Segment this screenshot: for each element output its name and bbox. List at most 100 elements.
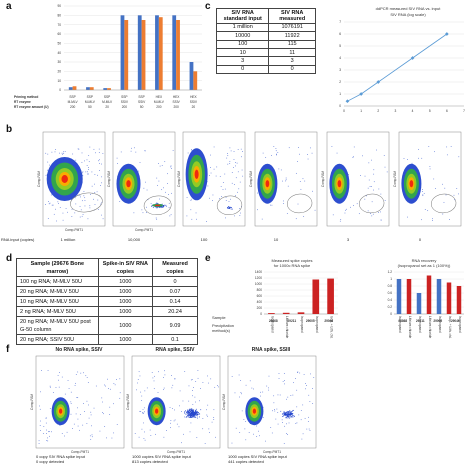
event-dot	[88, 417, 90, 419]
event-dot	[57, 201, 59, 203]
panel-a-category-rows: SSPM-MLV200SSPM-MLV50SSPM-MLV20SSPSSIV20…	[14, 95, 198, 109]
event-dot	[290, 415, 292, 417]
event-dot	[286, 423, 287, 425]
event-dot	[91, 171, 93, 173]
event-dot	[88, 155, 90, 156]
event-dot	[164, 204, 166, 206]
event-dot	[191, 415, 193, 417]
event-dot	[262, 152, 264, 154]
table-row: 20 ng RNA; M-MLV 50U 1000 0.07	[16, 286, 198, 297]
event-dot	[70, 401, 72, 403]
event-dot	[278, 168, 280, 170]
event-dot	[261, 218, 263, 220]
event-dot	[289, 413, 291, 415]
event-dot	[292, 414, 294, 416]
event-dot	[380, 211, 381, 213]
event-dot	[193, 414, 194, 416]
event-dot	[55, 149, 57, 150]
panel-f-caption-2-line2: 441 copies detected	[228, 459, 264, 464]
event-dot	[46, 417, 47, 419]
y-tick-label: 800	[257, 288, 263, 292]
event-dot	[458, 193, 459, 195]
event-dot	[287, 413, 288, 415]
event-dot	[86, 423, 88, 424]
event-dot	[46, 440, 48, 441]
event-dot	[184, 412, 186, 414]
event-dot	[280, 410, 282, 412]
event-dot	[174, 419, 176, 421]
event-dot	[137, 382, 138, 384]
event-dot	[373, 181, 375, 183]
event-dot	[71, 208, 73, 210]
y-tick-label: 30	[57, 60, 61, 64]
event-dot	[234, 215, 235, 217]
panel-e-right-chart: 0 0.2 0.4 0.6 0.8 1 1.2 Isopropanol Lithium chlo…	[388, 270, 464, 339]
event-dot	[192, 412, 194, 414]
event-dot	[308, 394, 310, 396]
event-dot	[116, 379, 117, 380]
event-dot	[286, 213, 288, 214]
event-dot	[190, 415, 192, 417]
event-dot	[114, 384, 116, 386]
x-tick-label: 2	[377, 109, 379, 113]
method-label: Isopropanol	[438, 316, 442, 333]
event-dot	[427, 210, 429, 212]
event-dot	[88, 161, 90, 163]
event-dot	[47, 440, 49, 442]
category-amount-label: 200	[173, 105, 179, 109]
event-dot	[289, 415, 291, 417]
event-dot	[48, 203, 50, 205]
event-dot	[219, 175, 221, 177]
event-dot	[384, 166, 386, 168]
event-dot	[78, 148, 80, 150]
event-dot	[207, 404, 209, 406]
event-dot	[191, 411, 193, 413]
event-dot	[444, 187, 446, 189]
event-dot	[296, 389, 298, 391]
event-dot	[275, 150, 277, 152]
y-axis-label: Comp-FAM	[107, 171, 111, 187]
event-dot	[113, 432, 115, 434]
event-dot	[229, 160, 231, 162]
event-dot	[434, 151, 436, 153]
event-dot	[286, 414, 288, 416]
table-c-header-input: SIV RNA standard input	[215, 8, 270, 24]
event-dot	[202, 428, 204, 430]
event-dot	[61, 433, 63, 434]
sample-label: 29046	[324, 319, 333, 323]
event-dot	[227, 206, 229, 208]
event-dot	[96, 191, 98, 193]
event-dot	[187, 411, 189, 413]
table-row: 20 ng RNA; SSIV 50U 1000 0.1	[16, 334, 198, 345]
event-dot	[194, 415, 195, 417]
event-dot	[170, 420, 172, 421]
bar	[456, 286, 462, 314]
event-dot	[262, 391, 264, 393]
event-dot	[163, 387, 165, 389]
event-dot	[53, 213, 55, 215]
event-dot	[421, 157, 423, 159]
event-dot	[75, 413, 77, 415]
event-dot	[88, 404, 89, 406]
event-dot	[163, 377, 164, 378]
event-dot	[273, 395, 275, 397]
y-axis-label: Comp-FAM	[249, 171, 253, 187]
event-dot	[170, 422, 171, 424]
event-dot	[286, 411, 288, 413]
event-dot	[206, 181, 208, 183]
event-dot	[45, 417, 47, 419]
event-dot	[288, 411, 290, 413]
event-dot	[187, 416, 189, 418]
event-dot	[47, 153, 49, 155]
gate-ellipse	[143, 195, 172, 216]
event-dot	[209, 432, 210, 433]
event-dot	[364, 175, 366, 177]
event-dot	[233, 167, 234, 168]
event-dot	[63, 151, 64, 153]
event-dot	[300, 188, 302, 190]
bar	[446, 282, 452, 314]
event-dot	[282, 381, 284, 382]
event-dot	[287, 417, 289, 419]
event-dot	[143, 407, 145, 409]
method-label: Lithium chloride	[428, 316, 432, 339]
